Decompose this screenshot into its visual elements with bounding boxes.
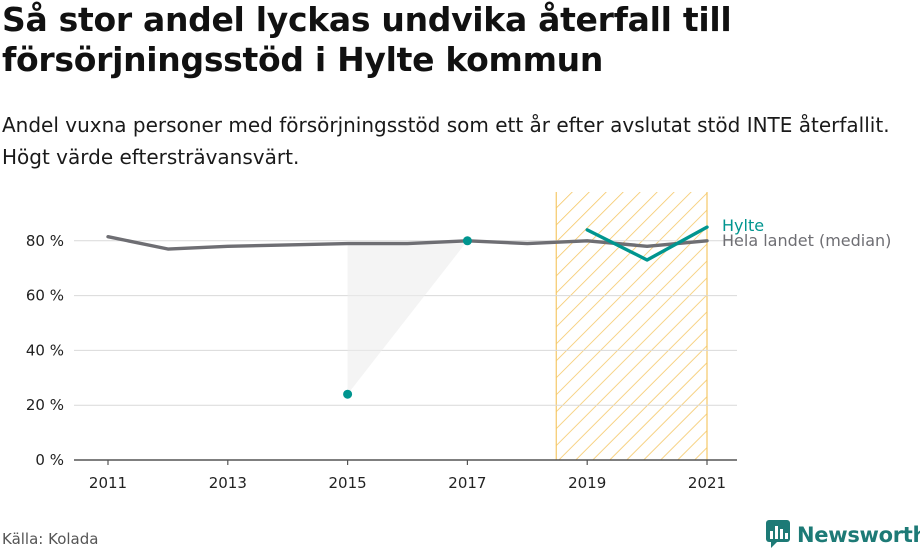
- source-note: Källa: Kolada: [2, 530, 99, 548]
- y-tick-label: 60 %: [26, 287, 64, 305]
- highlight-band: [556, 192, 707, 460]
- y-tick-label: 0 %: [35, 451, 64, 469]
- chart-subtitle: Andel vuxna personer med försörjningsstö…: [2, 113, 890, 169]
- hylte-gap-shade: [347, 240, 468, 395]
- y-tick-label: 80 %: [26, 232, 64, 250]
- series-label-median: Hela landet (median): [722, 231, 891, 250]
- x-tick-label: 2011: [89, 474, 127, 492]
- hylte-data-point: [462, 236, 472, 246]
- x-tick-label: 2015: [329, 474, 367, 492]
- newsworthy-chart-icon: [765, 517, 791, 553]
- x-tick-label: 2021: [688, 474, 726, 492]
- newsworthy-logo[interactable]: Newsworthy: [765, 519, 920, 551]
- series-label-hylte: Hylte: [722, 216, 764, 235]
- x-tick-label: 2019: [568, 474, 606, 492]
- x-tick-label: 2017: [448, 474, 486, 492]
- brand-name: Newsworthy: [797, 523, 920, 547]
- y-tick-label: 20 %: [26, 396, 64, 414]
- hylte-data-point: [343, 389, 353, 399]
- hylte-series-line: [585, 225, 709, 262]
- chart-title: Så stor andel lyckas undvika återfall ti…: [2, 0, 732, 79]
- x-tick-label: 2013: [209, 474, 247, 492]
- median-series-line: [106, 234, 709, 251]
- y-tick-label: 40 %: [26, 341, 64, 359]
